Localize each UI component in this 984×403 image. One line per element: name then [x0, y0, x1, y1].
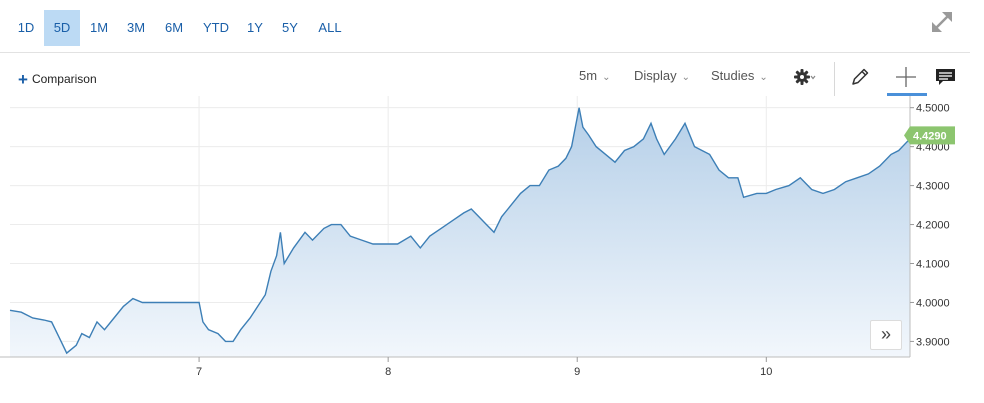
comparison-button[interactable]: + Comparison	[18, 70, 97, 90]
crosshair-active-indicator	[887, 93, 927, 96]
crosshair-icon[interactable]	[893, 64, 919, 90]
range-button-1m[interactable]: 1M	[89, 20, 109, 35]
y-tick-label: 3.9000	[916, 336, 950, 348]
comparison-label: Comparison	[31, 72, 97, 86]
range-button-6m[interactable]: 6M	[164, 20, 184, 35]
chevron-down-icon: ⌄	[681, 72, 691, 83]
current-price-tag: 4.4290	[904, 126, 955, 145]
price-line	[9, 107, 911, 355]
range-button-1y[interactable]: 1Y	[247, 20, 263, 35]
x-tick-label: 7	[196, 366, 202, 378]
x-tick-label: 10	[760, 366, 772, 378]
studies-dropdown[interactable]: Studies ⌄	[711, 68, 768, 83]
double-chevron-right-icon: »	[880, 324, 891, 344]
current-price-tag-shape	[904, 126, 955, 145]
comment-icon[interactable]	[933, 64, 959, 90]
chevron-down-icon: ⌄	[602, 72, 611, 83]
display-dropdown[interactable]: Display ⌄	[634, 68, 690, 83]
gear-icon[interactable]	[792, 64, 818, 90]
range-button-all[interactable]: ALL	[318, 20, 342, 35]
display-label: Display	[634, 68, 677, 83]
pencil-icon[interactable]	[847, 64, 873, 90]
range-button-1d[interactable]: 1D	[17, 20, 35, 35]
chevron-down-icon: ⌄	[759, 72, 768, 83]
y-tick-label: 4.1000	[916, 259, 950, 271]
studies-label: Studies	[711, 68, 755, 83]
x-tick-label: 8	[385, 366, 391, 378]
toolbar-divider	[834, 62, 835, 96]
y-axis-ticks: 3.9000 4.0000 4.1000 4.2000 4.3000 4.4000 4.50…	[910, 103, 950, 348]
scroll-to-latest-button[interactable]: »	[870, 320, 902, 350]
range-button-5y[interactable]: 5Y	[282, 20, 298, 35]
range-button-ytd[interactable]: YTD	[203, 20, 229, 35]
chart-toolbar: + Comparison 5m ⌄ Display ⌄ Studies ⌄	[0, 60, 970, 96]
y-tick-label: 4.5000	[916, 103, 950, 115]
x-axis-ticks: 7 8 9 10	[196, 357, 772, 378]
interval-dropdown[interactable]: 5m ⌄	[579, 68, 610, 83]
current-price-label: 4.4290	[913, 130, 947, 142]
plus-icon: +	[18, 70, 28, 89]
y-tick-label: 4.3000	[916, 181, 950, 193]
y-tick-label: 4.0000	[916, 297, 950, 309]
range-selector: 1D 5D 1M 3M 6M YTD 1Y 5Y ALL	[0, 0, 970, 53]
x-tick-label: 9	[574, 366, 580, 378]
range-button-3m[interactable]: 3M	[126, 20, 146, 35]
interval-label: 5m	[579, 68, 598, 83]
y-tick-label: 4.4000	[916, 142, 950, 154]
price-chart[interactable]: 3.9000 4.0000 4.1000 4.2000 4.3000 4.4000 4.50…	[0, 96, 984, 403]
price-area-fill	[10, 107, 910, 357]
range-button-5d[interactable]: 5D	[44, 10, 80, 46]
y-tick-label: 4.2000	[916, 220, 950, 232]
expand-icon[interactable]	[928, 8, 956, 36]
